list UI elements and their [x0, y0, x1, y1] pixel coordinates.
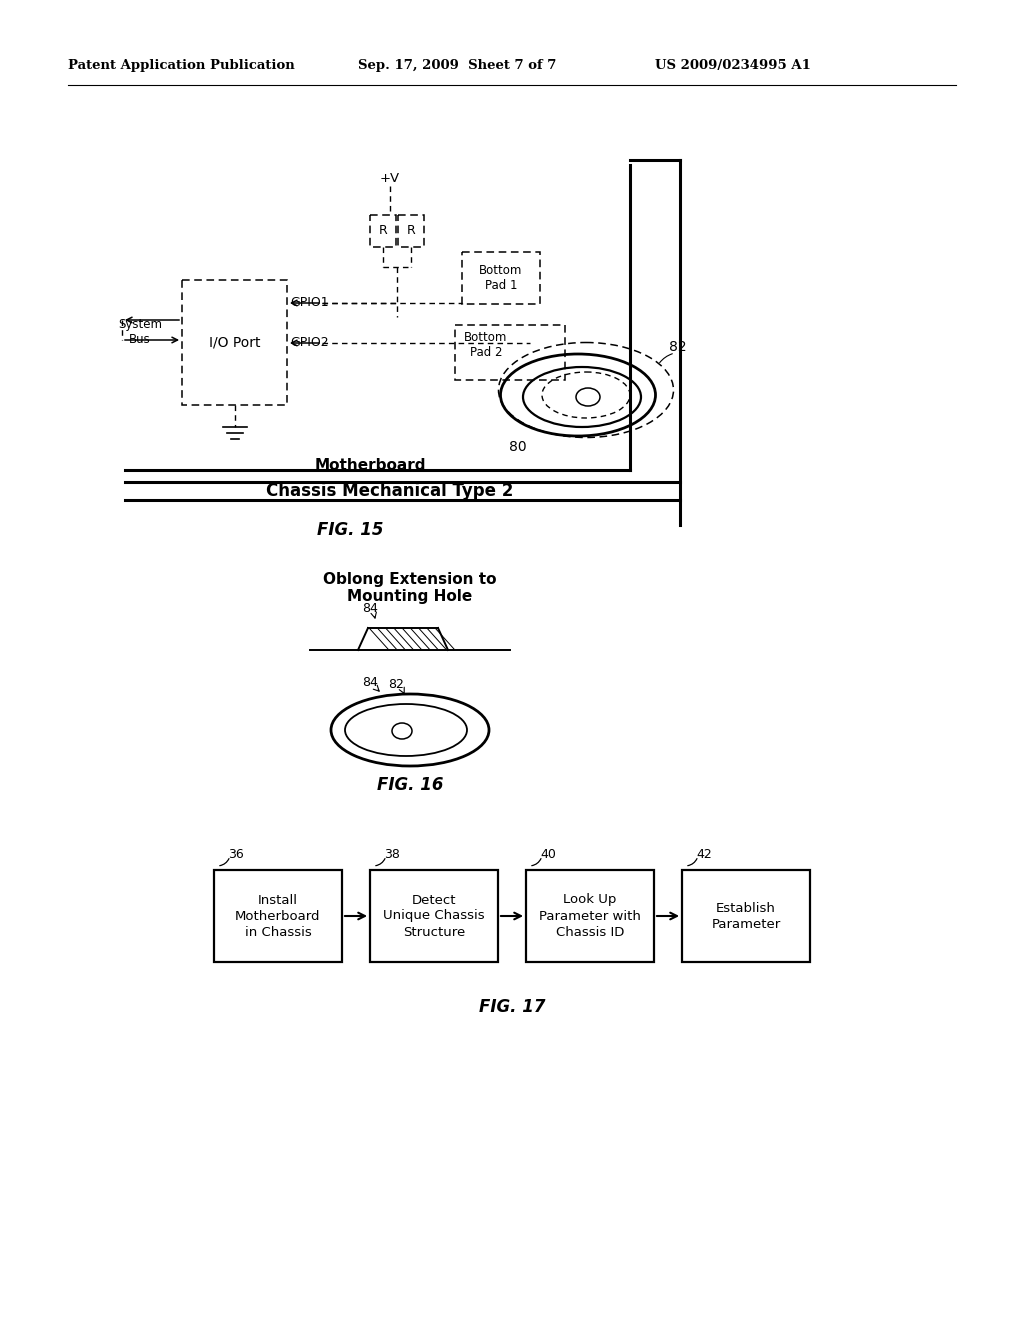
Text: I/O Port: I/O Port — [209, 335, 260, 350]
Text: US 2009/0234995 A1: US 2009/0234995 A1 — [655, 58, 811, 71]
Text: 42: 42 — [696, 849, 712, 862]
Text: Install
Motherboard
in Chassis: Install Motherboard in Chassis — [236, 894, 321, 939]
Bar — [214, 870, 342, 962]
Text: Motherboard: Motherboard — [314, 458, 426, 473]
Bar — [370, 215, 396, 247]
Text: 36: 36 — [228, 849, 244, 862]
Text: Patent Application Publication: Patent Application Publication — [68, 58, 295, 71]
Text: GPIO1: GPIO1 — [290, 297, 329, 309]
Text: R: R — [379, 224, 387, 238]
Bar — [462, 252, 540, 304]
Text: Chassis Mechanical Type 2: Chassis Mechanical Type 2 — [266, 482, 514, 500]
Text: 84: 84 — [362, 602, 378, 615]
Text: Bottom
Pad 1: Bottom Pad 1 — [479, 264, 522, 292]
Text: FIG. 15: FIG. 15 — [316, 521, 383, 539]
Bar — [455, 325, 565, 380]
Text: Detect
Unique Chassis
Structure: Detect Unique Chassis Structure — [383, 894, 484, 939]
Text: GPIO2: GPIO2 — [290, 337, 329, 350]
Text: R: R — [407, 224, 416, 238]
Text: 84: 84 — [362, 676, 378, 689]
Text: Oblong Extension to
Mounting Hole: Oblong Extension to Mounting Hole — [324, 572, 497, 605]
Text: System
Bus: System Bus — [118, 318, 162, 346]
Text: 40: 40 — [540, 849, 556, 862]
Text: Bottom
Pad 2: Bottom Pad 2 — [464, 331, 508, 359]
Bar — [682, 870, 810, 962]
Text: 38: 38 — [384, 849, 400, 862]
Text: +V: +V — [380, 172, 400, 185]
Text: Establish
Parameter: Establish Parameter — [712, 902, 780, 931]
Text: Look Up
Parameter with
Chassis ID: Look Up Parameter with Chassis ID — [539, 894, 641, 939]
Bar — [182, 280, 287, 405]
Text: 80: 80 — [509, 440, 526, 454]
Text: FIG. 17: FIG. 17 — [479, 998, 545, 1016]
Text: 82: 82 — [670, 341, 687, 354]
Bar — [370, 870, 498, 962]
Bar — [398, 215, 424, 247]
Bar — [526, 870, 654, 962]
Text: Sep. 17, 2009  Sheet 7 of 7: Sep. 17, 2009 Sheet 7 of 7 — [358, 58, 556, 71]
Text: FIG. 16: FIG. 16 — [377, 776, 443, 795]
Text: 82: 82 — [388, 678, 403, 692]
